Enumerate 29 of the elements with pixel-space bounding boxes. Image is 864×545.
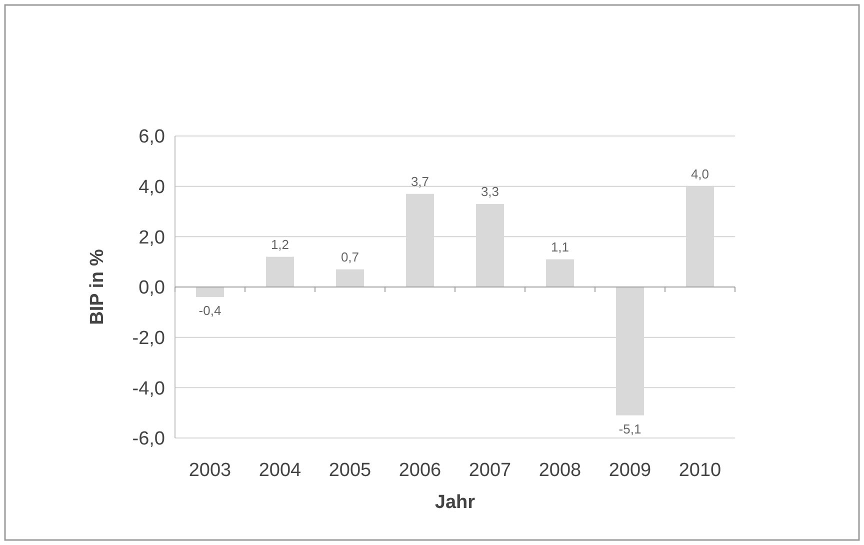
bar xyxy=(336,269,364,287)
y-tick-label: 6,0 xyxy=(138,126,165,148)
x-tick-label: 2008 xyxy=(538,460,582,481)
x-tick-label: 2007 xyxy=(468,460,512,481)
y-tick-label: 4,0 xyxy=(138,176,165,198)
data-label: -5,1 xyxy=(618,421,642,436)
x-tick-label: 2010 xyxy=(678,460,722,481)
data-label: 1,2 xyxy=(270,236,290,252)
x-tick-label: 2006 xyxy=(398,460,442,481)
x-tick-label: 2004 xyxy=(258,460,302,481)
data-label: 0,7 xyxy=(340,249,360,264)
y-tick-label: 2,0 xyxy=(138,227,165,248)
bar xyxy=(546,259,574,287)
y-tick-label: -4,0 xyxy=(132,378,165,400)
x-tick-label: 2005 xyxy=(328,460,372,481)
y-axis-title: BIP in % xyxy=(87,249,108,325)
data-label: -0,4 xyxy=(198,303,222,318)
y-tick-label: -2,0 xyxy=(132,328,165,349)
bar xyxy=(266,256,294,287)
data-label: 3,7 xyxy=(410,174,430,189)
x-tick-label: 2009 xyxy=(608,460,652,481)
y-tick-label: -6,0 xyxy=(132,428,165,450)
x-tick-label: 2003 xyxy=(188,460,232,481)
y-tick-label: 0,0 xyxy=(138,278,165,299)
data-label: 3,3 xyxy=(480,184,500,199)
x-axis-title: Jahr xyxy=(434,492,476,513)
bar xyxy=(196,287,224,298)
data-label: 1,1 xyxy=(550,239,570,254)
data-label: 4,0 xyxy=(690,166,710,182)
